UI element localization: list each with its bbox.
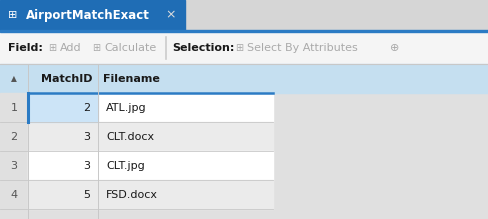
Text: Calculate: Calculate — [104, 43, 156, 53]
Bar — [0, 32, 488, 64]
Text: 4: 4 — [10, 190, 18, 200]
Text: 3: 3 — [11, 161, 18, 171]
Bar — [28, 93, 273, 122]
Bar — [0, 64, 488, 219]
Text: 2: 2 — [83, 103, 90, 113]
Bar — [0, 93, 28, 122]
Bar — [0, 64, 488, 93]
Text: FSD.docx: FSD.docx — [106, 190, 158, 200]
Bar — [0, 151, 28, 180]
Bar — [28, 122, 273, 151]
Text: Filename: Filename — [103, 74, 160, 84]
Text: MatchID: MatchID — [41, 74, 93, 84]
Bar — [28, 151, 273, 180]
Text: AirportMatchExact: AirportMatchExact — [26, 9, 150, 21]
Text: ⊞: ⊞ — [48, 43, 56, 53]
Text: ⊞: ⊞ — [8, 10, 18, 20]
Bar — [0, 122, 28, 151]
Text: Add: Add — [60, 43, 81, 53]
Text: 1: 1 — [11, 103, 18, 113]
Text: Field:: Field: — [8, 43, 43, 53]
Text: 5: 5 — [83, 190, 90, 200]
Text: Selection:: Selection: — [172, 43, 234, 53]
Text: CLT.jpg: CLT.jpg — [106, 161, 145, 171]
Bar — [0, 0, 488, 30]
Text: ATL.jpg: ATL.jpg — [106, 103, 146, 113]
Text: ×: × — [166, 9, 176, 21]
Text: 2: 2 — [10, 132, 18, 142]
Bar — [28, 93, 98, 122]
Text: Select By Attributes: Select By Attributes — [247, 43, 358, 53]
Text: ▲: ▲ — [11, 74, 17, 83]
Bar — [0, 180, 28, 209]
Text: ⊕: ⊕ — [390, 43, 399, 53]
Text: CLT.docx: CLT.docx — [106, 132, 154, 142]
Text: 3: 3 — [83, 161, 90, 171]
Text: ⊞: ⊞ — [92, 43, 100, 53]
Bar — [28, 180, 273, 209]
Bar — [0, 30, 488, 32]
Text: ⊞: ⊞ — [235, 43, 243, 53]
Text: 3: 3 — [83, 132, 90, 142]
Bar — [0, 0, 185, 30]
